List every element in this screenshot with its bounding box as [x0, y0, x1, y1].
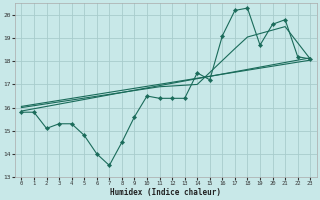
X-axis label: Humidex (Indice chaleur): Humidex (Indice chaleur) — [110, 188, 221, 197]
